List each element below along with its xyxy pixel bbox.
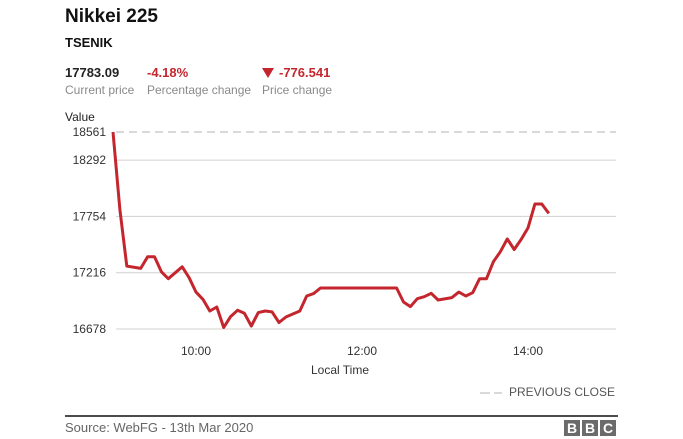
price-change-label: Price change [262, 83, 333, 97]
current-price-value: 17783.09 [65, 65, 120, 80]
x-tick-label: 10:00 [181, 344, 211, 358]
x-tick-label: 14:00 [513, 344, 543, 358]
y-tick-label: 16678 [73, 322, 107, 336]
current-price-label: Current price [65, 83, 135, 97]
ticker-symbol: TSENIK [65, 35, 113, 50]
x-tick-label: 12:00 [347, 344, 377, 358]
x-tick-labels: 10:00 12:00 14:00 [181, 344, 543, 358]
percentage-change-value: -4.18% [147, 65, 189, 80]
grid-lines [116, 159, 616, 330]
price-change: -776.541 [262, 65, 330, 80]
y-tick-labels: 18561 18292 17754 17216 16678 [73, 125, 107, 336]
y-tick-label: 18561 [73, 125, 107, 139]
y-tick-label: 17216 [73, 266, 107, 280]
legend-previous-close: PREVIOUS CLOSE [509, 385, 615, 399]
source-note: Source: WebFG - 13th Mar 2020 [65, 420, 254, 435]
x-axis-label: Local Time [311, 363, 369, 377]
triangle-down-icon [262, 67, 274, 78]
percentage-change-label: Percentage change [147, 83, 252, 97]
y-tick-label: 17754 [73, 209, 107, 223]
y-tick-label: 18292 [73, 153, 107, 167]
y-axis-label: Value [65, 110, 95, 124]
chart-title: Nikkei 225 [65, 6, 158, 27]
price-line [111, 131, 551, 329]
price-change-value: -776.541 [279, 65, 331, 80]
